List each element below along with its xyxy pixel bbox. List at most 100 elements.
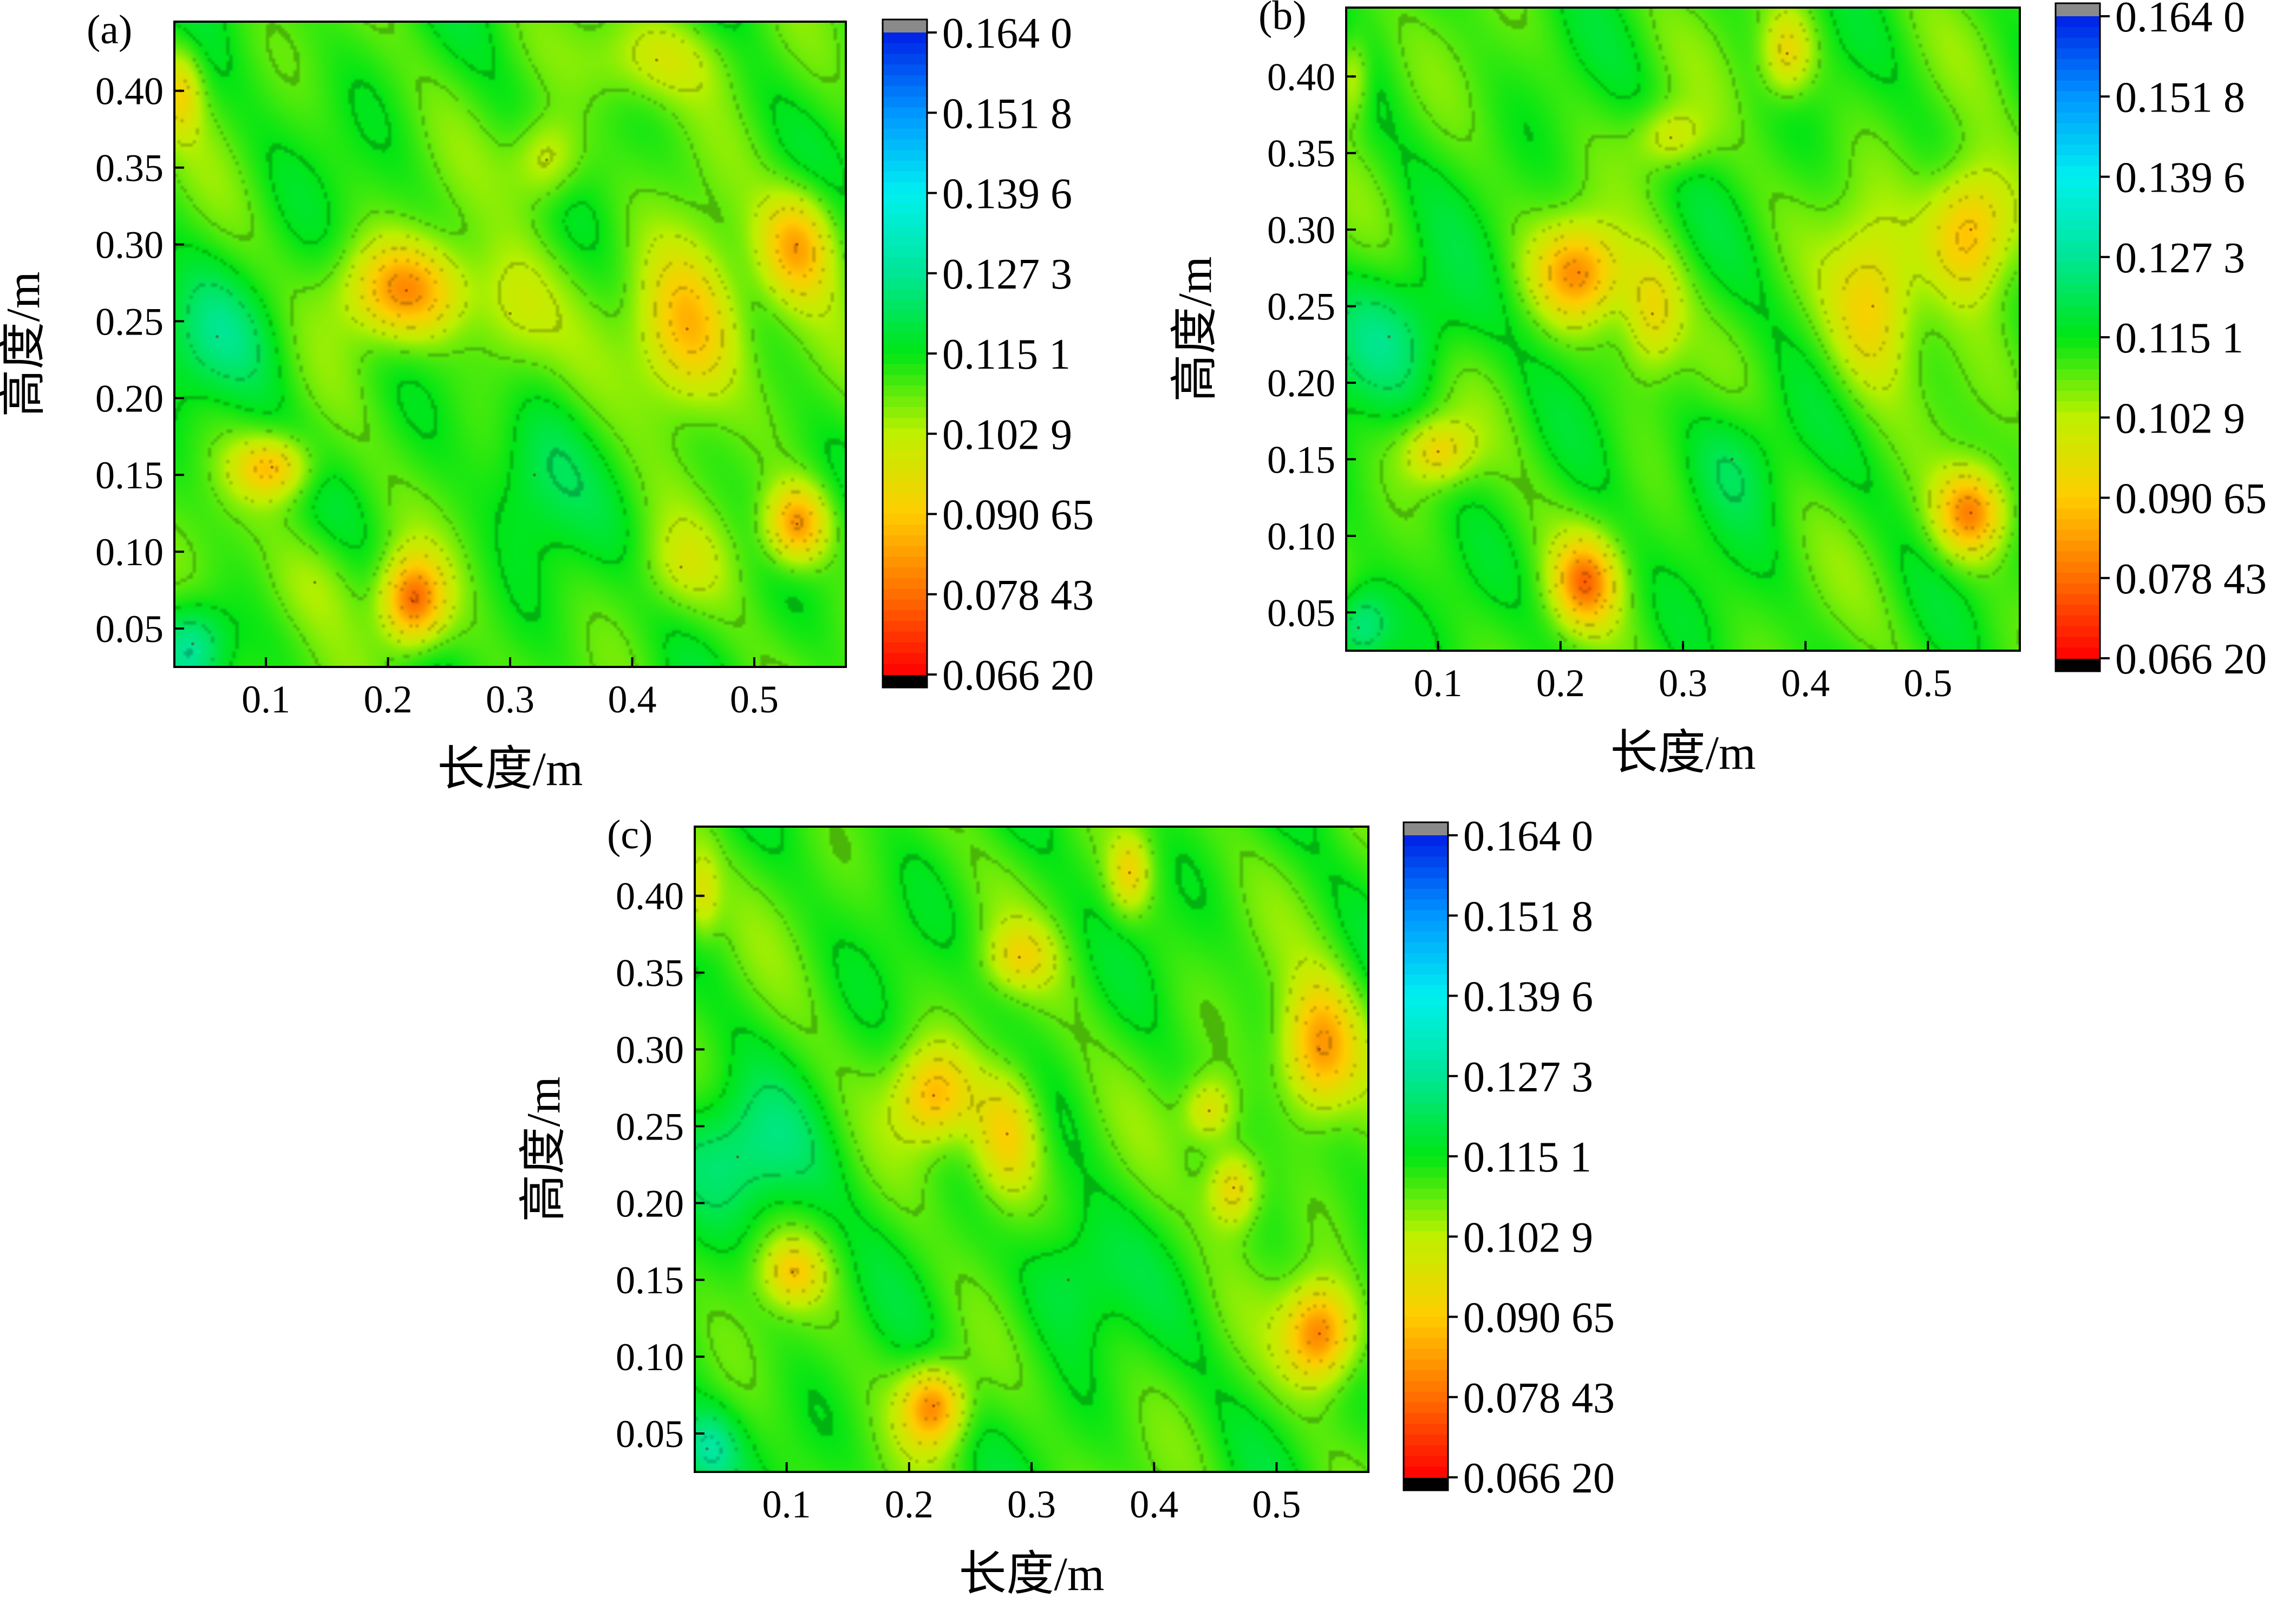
heatmap-field <box>695 827 1368 1472</box>
colorbar-segment <box>2056 48 2100 60</box>
colorbar-segment <box>1404 1274 1448 1286</box>
colorbar-segment <box>883 439 927 450</box>
colorbar-segment <box>883 150 927 162</box>
colorbar-segment <box>1404 1038 1448 1050</box>
panel-a: 0.1 0.2 0.3 0.4 0.5 0.05 0.10 0.15 0.20 0.25 0.30 0… <box>0 7 1094 796</box>
x-tick-label: 0.1 <box>762 1483 811 1526</box>
colorbar-label: 0.151 8 <box>1463 893 1593 940</box>
colorbar-segment <box>2056 647 2100 659</box>
heatmap-field <box>1346 8 2020 651</box>
colorbar-segment <box>2056 572 2100 584</box>
colorbar-segment <box>2056 626 2100 638</box>
colorbar-segment <box>2056 583 2100 595</box>
panel-c: 0.1 0.2 0.3 0.4 0.5 0.05 0.10 0.15 0.20 0.25 0.30 0… <box>518 812 1615 1601</box>
colorbar-segment <box>883 289 927 301</box>
data-point <box>508 312 512 316</box>
colorbar-segment <box>883 428 927 440</box>
colorbar-segment <box>1404 1199 1448 1210</box>
colorbar-segment <box>1404 1381 1448 1392</box>
colorbar-segment <box>1404 1391 1448 1403</box>
colorbar-label: 0.066 20 <box>2115 636 2267 683</box>
colorbar-segment <box>1404 1348 1448 1360</box>
colorbar-segment <box>2056 155 2100 167</box>
colorbar-segment <box>2056 487 2100 499</box>
colorbar-segment <box>1404 1338 1448 1350</box>
colorbar-segment <box>2056 615 2100 627</box>
colorbar-segment <box>2056 176 2100 188</box>
colorbar-segment <box>1404 899 1448 911</box>
colorbar-segment <box>883 449 927 461</box>
y-tick-label: 0.30 <box>95 224 164 267</box>
data-point <box>1066 1278 1070 1282</box>
colorbar-segment <box>1404 1466 1448 1478</box>
colorbar-segment <box>2056 497 2100 509</box>
y-tick-label: 0.20 <box>1267 362 1335 405</box>
y-axis-title: 高度/m <box>1169 257 1222 402</box>
data-point <box>270 466 274 469</box>
colorbar-segment <box>2056 444 2100 456</box>
colorbar-segment <box>1404 1049 1448 1061</box>
data-point <box>655 58 658 62</box>
colorbar-segment <box>1404 1113 1448 1125</box>
colorbar-segment <box>1404 1295 1448 1307</box>
y-tick-label: 0.15 <box>1267 438 1335 481</box>
colorbar-segment <box>883 107 927 119</box>
colorbar-label: 0.139 6 <box>942 171 1072 218</box>
colorbar-segment <box>1404 1370 1448 1382</box>
data-point <box>1436 450 1440 454</box>
colorbar-segment <box>1404 1220 1448 1232</box>
colorbar-segment <box>883 353 927 365</box>
colorbar-label: 0.078 43 <box>2115 555 2267 603</box>
colorbar-segment <box>1404 856 1448 868</box>
colorbar-segment <box>883 514 927 526</box>
y-tick-label: 0.40 <box>616 875 684 918</box>
colorbar-label: 0.127 3 <box>942 251 1072 298</box>
colorbar-segment <box>2056 230 2100 242</box>
colorbar-segment <box>883 471 927 483</box>
colorbar-segment <box>883 139 927 151</box>
colorbar-segment <box>2056 326 2100 338</box>
colorbar-segment <box>2056 145 2100 156</box>
colorbar-segment <box>883 599 927 611</box>
y-tick-label: 0.10 <box>1267 515 1335 558</box>
colorbar-under-swatch <box>883 675 927 688</box>
colorbar-segment <box>1404 1413 1448 1425</box>
colorbar-segment <box>883 75 927 87</box>
data-point <box>1785 51 1789 55</box>
data-point <box>1730 457 1734 461</box>
x-tick-label: 0.5 <box>730 678 779 721</box>
colorbar-segment <box>883 128 927 140</box>
colorbar-segment <box>1404 1135 1448 1147</box>
colorbar-label: 0.151 8 <box>942 90 1072 138</box>
y-tick-label: 0.25 <box>95 300 164 343</box>
colorbar-segment <box>883 321 927 333</box>
data-point <box>1317 1047 1321 1051</box>
colorbar-segment <box>883 664 927 675</box>
colorbar-segment <box>2056 433 2100 445</box>
colorbar-segment <box>1404 1434 1448 1446</box>
colorbar-segment <box>2056 166 2100 178</box>
colorbar-segment <box>1404 1424 1448 1435</box>
colorbar-segment <box>883 310 927 322</box>
colorbar-segment <box>883 546 927 558</box>
y-tick-label: 0.40 <box>1267 55 1335 99</box>
colorbar-segment <box>2056 273 2100 285</box>
colorbar-label: 0.066 20 <box>942 652 1094 699</box>
data-point <box>1969 228 1973 232</box>
data-point <box>679 565 683 569</box>
colorbar-segment <box>883 300 927 311</box>
colorbar-segment <box>883 343 927 354</box>
x-tick-label: 0.4 <box>1130 1483 1178 1526</box>
colorbar-label: 0.127 3 <box>2115 234 2245 282</box>
colorbar-segment <box>1404 931 1448 943</box>
colorbar-segment <box>883 631 927 643</box>
colorbar-label: 0.102 9 <box>2115 395 2245 442</box>
colorbar-segment <box>1404 1156 1448 1168</box>
y-tick-label: 0.30 <box>616 1029 684 1072</box>
x-axis-title: 长度/m <box>1610 727 1756 780</box>
colorbar-over-swatch <box>2056 3 2100 16</box>
colorbar-segment <box>883 578 927 590</box>
colorbar-segment <box>2056 455 2100 467</box>
colorbar-segment <box>883 86 927 97</box>
colorbar-segment <box>1404 996 1448 1007</box>
